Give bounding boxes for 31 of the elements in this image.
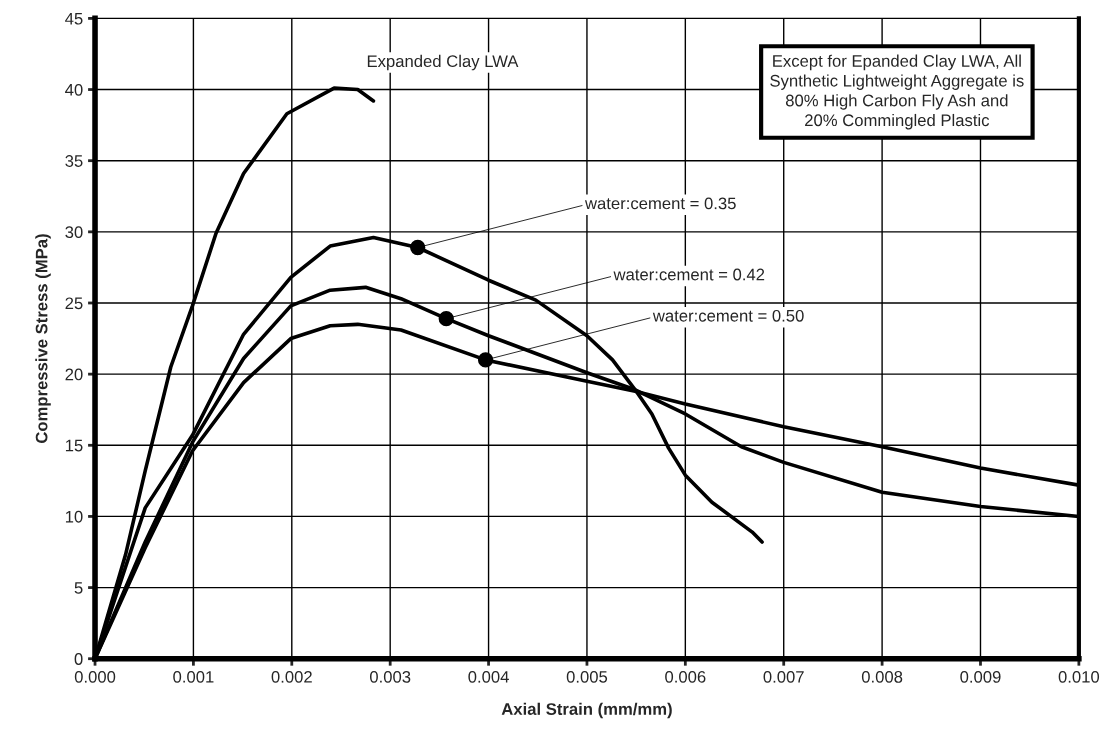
x-axis-title: Axial Strain (mm/mm) — [501, 702, 672, 719]
x-tick-label: 0.006 — [665, 670, 706, 683]
y-tick-label: 15 — [65, 439, 83, 452]
annotation: water:cement = 0.35 — [584, 197, 736, 210]
y-tick-label: 40 — [65, 83, 83, 96]
x-tick-label: 0.001 — [173, 670, 214, 683]
x-tick-label: 0.002 — [271, 670, 312, 683]
series-label: Expanded Clay LWA — [367, 54, 519, 71]
y-tick-label: 5 — [74, 582, 83, 594]
x-tick-label: 0.009 — [960, 670, 1001, 683]
y-tick-label: 35 — [65, 155, 83, 167]
y-tick-label: 20 — [65, 368, 83, 381]
x-tick-label: 0.004 — [468, 670, 509, 683]
point — [410, 239, 426, 256]
y-axis-title: Compressive Stress (MPa) — [35, 234, 51, 444]
point — [477, 352, 494, 368]
y-tick-label: 30 — [65, 226, 83, 239]
x-tick-label: 0.010 — [1058, 670, 1100, 683]
y-tick-label: 45 — [65, 12, 83, 25]
point — [438, 310, 454, 327]
x-tick-label: 0.008 — [861, 670, 903, 683]
y-tick-label: 25 — [65, 297, 83, 310]
y-tick-label: 0 — [74, 653, 83, 665]
x-tick-label: 0.005 — [566, 670, 608, 683]
x-tick-label: 0.003 — [369, 670, 411, 683]
annotation: Except for Epanded Clay LWA, All Synthetic Lightweight Aggregate is 80% High Carbon Fly Ash and 20% Commingled Plastic — [770, 54, 1024, 130]
annotation: water:cement = 0.42 — [613, 268, 765, 281]
annotation: water:cement = 0.50 — [652, 309, 804, 322]
x-tick-label: 0.007 — [763, 670, 804, 683]
y-tick-label: 10 — [65, 510, 83, 523]
x-tick-label: 0.000 — [74, 670, 116, 683]
